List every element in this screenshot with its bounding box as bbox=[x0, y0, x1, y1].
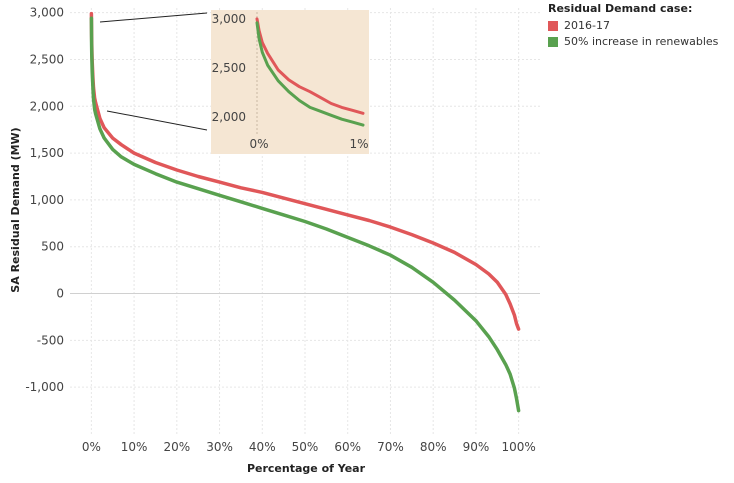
x-tick-label: 40% bbox=[249, 440, 276, 454]
inset-y-tick-label: 2,500 bbox=[212, 61, 246, 75]
y-tick-label: 0 bbox=[56, 287, 64, 301]
y-tick-label: 1,000 bbox=[30, 193, 64, 207]
legend: Residual Demand case: 2016-17 50% increa… bbox=[548, 2, 732, 51]
legend-swatch-red bbox=[548, 20, 558, 31]
inset-series-line-1 bbox=[255, 21, 365, 127]
legend-item-2016-17[interactable]: 2016-17 bbox=[548, 19, 732, 32]
x-tick-label: 70% bbox=[377, 440, 404, 454]
x-tick-label: 80% bbox=[420, 440, 447, 454]
x-tick-label: 60% bbox=[334, 440, 361, 454]
inset-x-tick-label: 0% bbox=[249, 137, 268, 151]
y-tick-label: 2,500 bbox=[30, 52, 64, 66]
inset-x-tick-label: 1% bbox=[349, 137, 368, 151]
inset-series-line-0 bbox=[255, 17, 365, 115]
legend-label: 50% increase in renewables bbox=[564, 35, 719, 48]
y-tick-label: 3,000 bbox=[30, 6, 64, 20]
x-tick-label: 90% bbox=[463, 440, 490, 454]
zoom-connector-top bbox=[99, 12, 208, 23]
x-tick-label: 100% bbox=[501, 440, 535, 454]
legend-title: Residual Demand case: bbox=[548, 2, 693, 15]
inset-y-tick-label: 3,000 bbox=[212, 12, 246, 26]
y-tick-label: 500 bbox=[41, 240, 64, 254]
y-tick-label: 2,000 bbox=[30, 99, 64, 113]
zoom-connector-bottom bbox=[106, 110, 208, 131]
inset-y-tick-label: 2,000 bbox=[212, 110, 246, 124]
series-layer bbox=[89, 11, 521, 413]
x-tick-label: 30% bbox=[206, 440, 233, 454]
x-tick-label: 20% bbox=[163, 440, 190, 454]
legend-swatch-green bbox=[548, 36, 558, 47]
y-tick-label: 1,500 bbox=[30, 146, 64, 160]
x-tick-label: 10% bbox=[121, 440, 148, 454]
legend-item-renewables[interactable]: 50% increase in renewables bbox=[548, 35, 732, 48]
tick-layer: 0% 10% 20% 30% 40% 50% 60% 70% 80% 90% 100% 3,000 2,… bbox=[25, 6, 535, 454]
x-axis-title: Percentage of Year bbox=[247, 462, 366, 475]
x-tick-label: 50% bbox=[292, 440, 319, 454]
y-axis-title: SA Residual Demand (MW) bbox=[9, 127, 22, 292]
y-tick-label: -500 bbox=[37, 333, 64, 347]
series-line-1 bbox=[89, 16, 521, 413]
legend-label: 2016-17 bbox=[564, 19, 610, 32]
y-tick-label: -1,000 bbox=[25, 380, 64, 394]
x-tick-label: 0% bbox=[82, 440, 101, 454]
